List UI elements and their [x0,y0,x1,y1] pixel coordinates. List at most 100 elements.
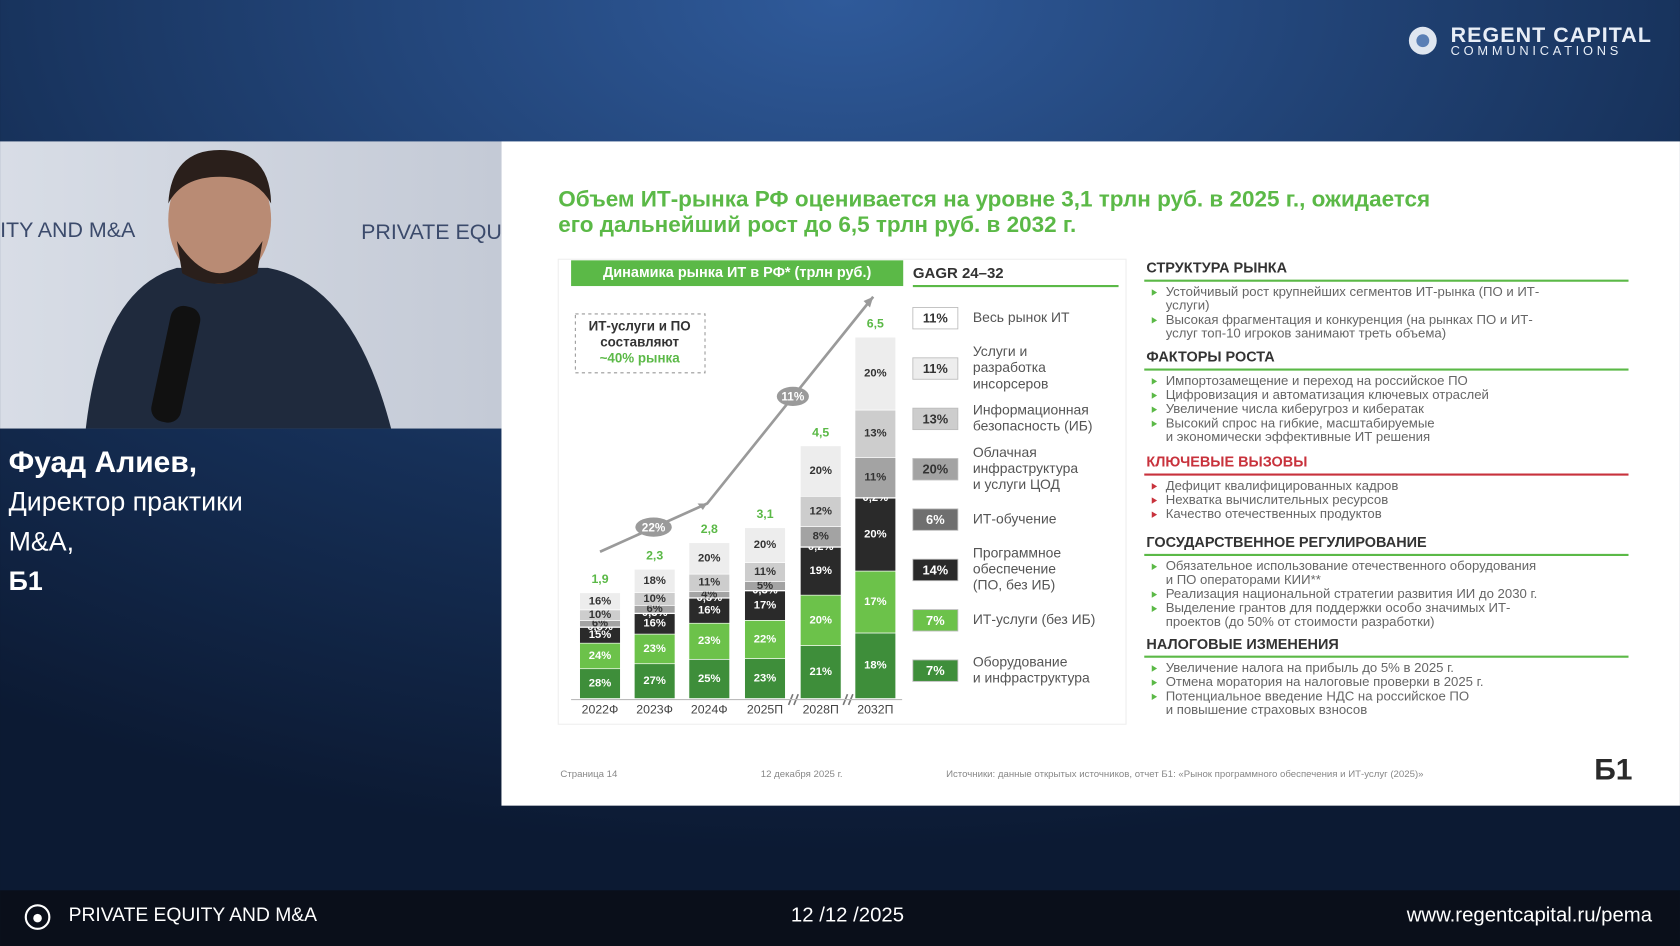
backdrop-text: PRIVATE EQU [361,220,502,244]
total-label: 6,5 [867,317,884,331]
total-label: 4,5 [812,425,829,439]
bullet-text: Обязательное использование отечественног… [1166,558,1536,573]
chart-panel [557,258,1127,725]
bar-segment [688,622,730,660]
bar-segment [633,568,676,593]
gagr-box [912,508,959,531]
legend-label: ИТ-услуги (без ИБ) [973,611,1096,627]
x-tick-label: 2025П [747,703,783,717]
segment-label: 13% [864,428,887,440]
bullet-text: Дефицит квалифицированных кадров [1166,478,1399,493]
gagr-value: 14% [922,562,948,577]
segment-label: 11% [864,471,886,483]
section-title: СТРУКТУРА РЫНКА [1146,261,1287,277]
bullet-text: Высокая фрагментация и конкуренция (на р… [1166,312,1533,327]
page-number: Страница 14 [560,769,618,780]
total-label: 1,9 [591,572,608,586]
section-title: ФАКТОРЫ РОСТА [1146,350,1275,366]
bullet-text: Качество отечественных продуктов [1166,506,1382,521]
bullet-icon [1151,406,1158,413]
segment-label: 20% [864,529,887,541]
bar-segment [854,336,897,411]
bullet-icon [1151,497,1158,504]
bullet-text: Цифровизация и автоматизация ключевых от… [1166,387,1489,402]
legend-label: инсорсеров [973,375,1049,391]
b1-logo: Б1 [1594,753,1632,786]
segment-label: 28% [589,678,612,690]
slide [501,141,1680,806]
bar-segment [688,658,730,699]
cagr-bubble [776,386,809,407]
bar-segment [800,445,842,497]
total-label: 2,8 [701,522,718,536]
segment-label: 23% [698,635,721,647]
segment-label: 10% [643,593,666,605]
segment-label: 16% [589,595,612,607]
gagr-box [912,659,959,682]
bullet-text: Увеличение налога на прибыль до 5% в 202… [1166,660,1454,675]
speaker-company: Б1 [9,566,43,596]
segment-label: 17% [754,600,777,612]
bullet-icon [1151,591,1158,598]
segment-label: 16% [643,618,666,630]
bullet-text: Увеличение числа киберугроз и кибератак [1166,401,1424,416]
gagr-value: 11% [923,361,949,376]
brand-name: REGENT CAPITAL [1451,23,1652,47]
speaker-name: Фуад Алиев, [9,446,197,479]
bullet-icon [1151,511,1158,518]
chart-title: Динамика рынка ИТ в РФ* (трлн руб.) [603,265,871,281]
bullet-text: и повышение страховых взносов [1166,702,1368,717]
bullet-icon [1151,392,1158,399]
bar-segment [800,546,842,596]
x-tick-label: 2032П [857,703,893,717]
bullet-text: Потенциальное введение НДС на российское… [1166,688,1469,703]
bullet-text: Отмена моратория на налоговые проверки в… [1166,674,1484,689]
bullet-text: Нехватка вычислительных ресурсов [1166,492,1389,507]
slide-title: Объем ИТ-рынка РФ оценивается на уровне … [558,186,1430,211]
legend-label: и услуги ЦОД [973,476,1061,492]
segment-label: 16% [698,605,721,617]
segment-label: 24% [589,650,612,662]
legend-label: Весь рынок ИТ [973,309,1070,325]
bullet-icon [1151,317,1158,324]
event-date: 12 /12 /2025 [791,904,904,926]
bottom-bar [0,890,1680,946]
segment-label: 20% [754,539,777,551]
sources: Источники: данные открытых источников, о… [946,769,1423,780]
bullet-icon [1151,665,1158,672]
speaker-role: M&A, [9,526,74,556]
slide-date: 12 декабря 2025 г. [761,769,843,780]
bullet-icon [1151,605,1158,612]
bar-segment [800,495,842,527]
legend-label: Услуги и [973,343,1027,359]
bar-segment [688,597,730,624]
segment-label: 17% [864,596,887,608]
legend-label: безопасность (ИБ) [973,418,1093,434]
bar-segment [688,542,730,575]
speaker-figure [85,149,392,429]
legend-label: Программное [973,545,1062,561]
segment-label: 5% [757,580,773,592]
bullet-text: Импортозамещение и переход на российское… [1166,373,1468,388]
cagr-label: 22% [642,521,666,534]
bar-segment [744,527,786,563]
bullet-icon [1151,679,1158,686]
segment-label: 12% [809,505,832,517]
segment-label: 20% [698,552,721,564]
event-name: PRIVATE EQUITY AND M&A [69,905,318,926]
segment-label: 23% [643,643,666,655]
segment-label: 6% [647,603,663,615]
bullet-icon [1151,420,1158,428]
gagr-box [912,407,959,431]
bullet-text: и ПО операторами КИИ** [1166,572,1321,587]
backdrop-text: ITY AND M&A [0,218,136,242]
gagr-title: GAGR 24–32 [913,265,1004,282]
total-label: 2,3 [646,549,663,563]
callout-text: ~40% рынка [600,350,681,365]
bullet-text: услуги) [1166,298,1210,313]
gagr-value: 7% [926,663,945,678]
section-title: НАЛОГОВЫЕ ИЗМЕНЕНИЯ [1146,637,1338,653]
legend-label: Оборудование [973,653,1068,669]
